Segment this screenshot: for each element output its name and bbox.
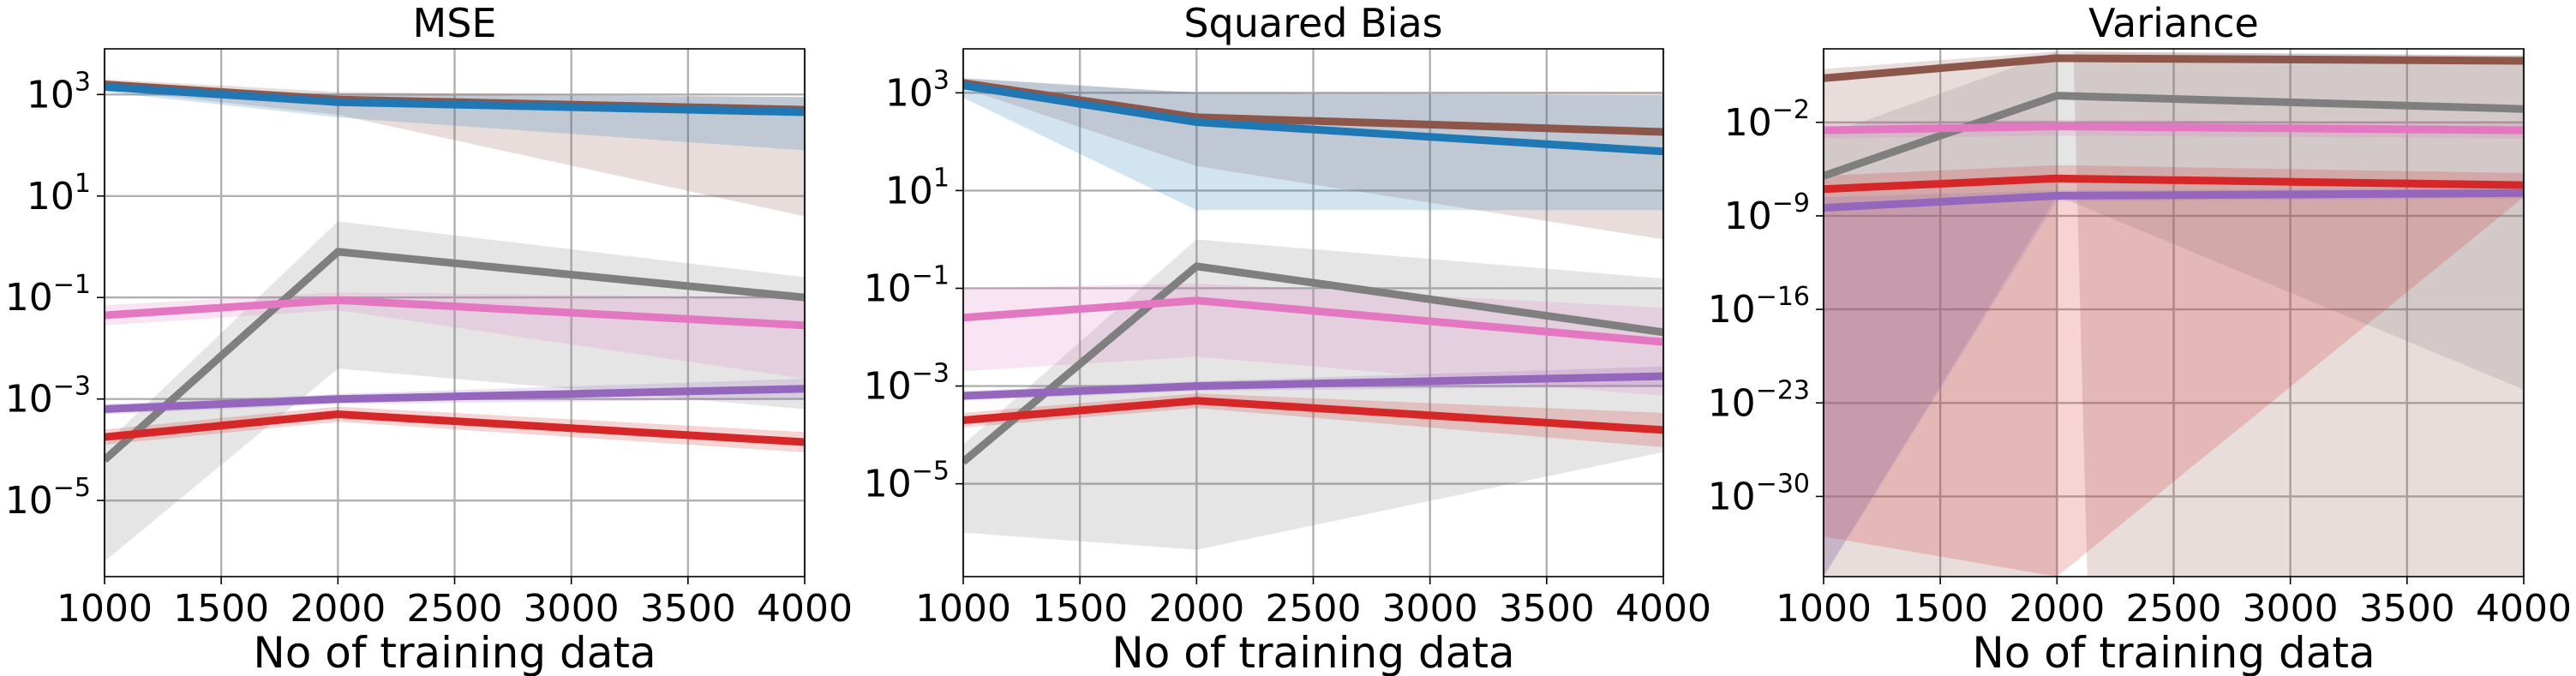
series-line [963, 372, 1663, 400]
y-tick-label: 101 [885, 163, 950, 212]
series-line [963, 296, 1663, 346]
x-tick-label: 3500 [640, 587, 736, 631]
y-tick-label: 10−30 [1708, 469, 1810, 518]
subplot-title: Squared Bias [1183, 0, 1442, 46]
series-line [1824, 123, 2524, 135]
y-tick-label: 10−5 [864, 457, 950, 506]
x-axis-label: No of training data [1972, 628, 2375, 676]
subplot-0: 1000 1500 2000 2500 3000 3500 4000 10−5 10−3 10−1… [5, 0, 853, 676]
series-line [1824, 174, 2524, 194]
y-tick-label: 10−5 [5, 473, 91, 523]
subplot-1: 1000 1500 2000 2500 3000 3500 4000 10−5 10−3 10−1… [864, 0, 1711, 676]
x-axis-label: No of training data [253, 628, 656, 676]
x-tick-label: 4000 [1615, 587, 1711, 631]
x-tick-label: 2000 [2009, 587, 2105, 631]
y-tick-label: 101 [27, 169, 91, 218]
series-band [1824, 188, 2524, 577]
series-line [963, 262, 1663, 465]
x-tick-label: 4000 [2476, 587, 2572, 631]
x-axis-label: No of training data [1111, 628, 1514, 676]
x-tick-label: 3000 [1382, 587, 1478, 631]
x-tick-label: 2500 [2126, 587, 2222, 631]
series-line [105, 248, 805, 464]
series-line [1824, 92, 2524, 180]
series-line [105, 410, 805, 446]
x-tick-label: 2500 [1266, 587, 1362, 631]
series-band [105, 79, 805, 217]
x-tick-label: 3000 [2243, 587, 2339, 631]
x-tick-label: 1000 [915, 587, 1011, 631]
x-tick-label: 2000 [1148, 587, 1244, 631]
series-line [105, 296, 805, 330]
x-tick-label: 3500 [1499, 587, 1595, 631]
x-tick-label: 4000 [757, 587, 853, 631]
y-tick-label: 103 [885, 65, 950, 115]
series-line [105, 82, 805, 117]
subplot-2: 1000 1500 2000 2500 3000 3500 4000 10−30 10−23 10… [1708, 0, 2572, 676]
y-tick-label: 10−16 [1708, 282, 1810, 332]
series-line [963, 81, 1663, 156]
x-tick-label: 2000 [290, 587, 386, 631]
x-tick-label: 3000 [524, 587, 620, 631]
series-line [1824, 188, 2524, 212]
x-tick-label: 1500 [1892, 587, 1988, 631]
y-tick-label: 10−9 [1724, 188, 1810, 238]
series-band [963, 78, 1663, 240]
series-line [105, 385, 805, 413]
series-band [1824, 165, 2524, 577]
subplot-title: Variance [2088, 0, 2259, 46]
subplot-title: MSE [413, 0, 497, 46]
y-tick-label: 10−1 [864, 260, 950, 310]
x-tick-label: 1500 [173, 587, 269, 631]
y-tick-label: 10−3 [864, 359, 950, 409]
x-tick-label: 3500 [2359, 587, 2455, 631]
x-tick-label: 1000 [1776, 587, 1872, 631]
series-line [1824, 54, 2524, 82]
series-line [963, 397, 1663, 434]
x-tick-label: 2500 [407, 587, 503, 631]
y-tick-label: 103 [27, 67, 91, 117]
x-tick-label: 1000 [57, 587, 153, 631]
y-tick-label: 10−3 [5, 372, 91, 422]
y-tick-label: 10−2 [1724, 95, 1810, 145]
y-tick-label: 10−23 [1708, 375, 1810, 425]
y-tick-label: 10−1 [5, 270, 91, 320]
x-tick-label: 1500 [1032, 587, 1128, 631]
